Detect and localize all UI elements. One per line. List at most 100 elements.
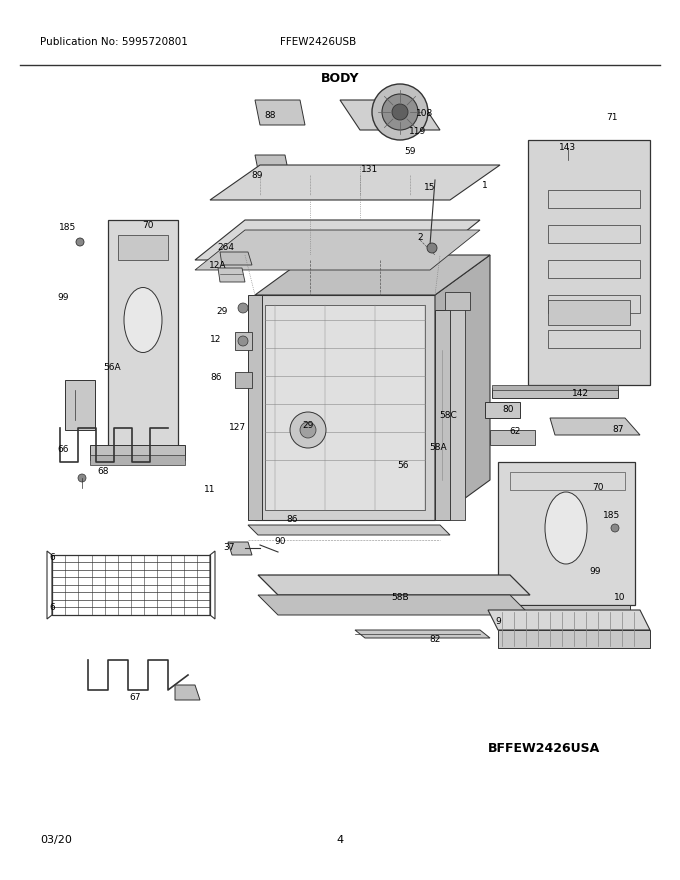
Text: 2: 2 xyxy=(418,233,423,243)
Polygon shape xyxy=(450,295,465,520)
Text: 99: 99 xyxy=(590,568,600,576)
Polygon shape xyxy=(435,310,450,520)
Text: 127: 127 xyxy=(229,422,247,431)
Polygon shape xyxy=(108,220,178,450)
Polygon shape xyxy=(488,610,650,630)
Text: BODY: BODY xyxy=(321,71,359,84)
Polygon shape xyxy=(528,140,650,385)
Text: 59: 59 xyxy=(404,148,415,157)
Circle shape xyxy=(427,243,437,253)
Text: 67: 67 xyxy=(129,693,141,702)
Text: 88: 88 xyxy=(265,111,276,120)
Text: 82: 82 xyxy=(429,635,441,644)
Polygon shape xyxy=(90,455,185,465)
Polygon shape xyxy=(435,255,490,520)
Polygon shape xyxy=(492,385,618,390)
Text: 6: 6 xyxy=(49,554,55,562)
Text: 142: 142 xyxy=(571,388,588,398)
Polygon shape xyxy=(255,155,290,180)
Polygon shape xyxy=(210,165,500,200)
Text: 86: 86 xyxy=(210,373,222,383)
Polygon shape xyxy=(235,332,252,350)
Polygon shape xyxy=(485,402,520,418)
Text: 9: 9 xyxy=(495,618,501,627)
Text: 108: 108 xyxy=(416,108,434,118)
Polygon shape xyxy=(258,595,530,615)
Text: 15: 15 xyxy=(424,184,436,193)
Polygon shape xyxy=(550,418,640,435)
Text: 56: 56 xyxy=(397,460,409,470)
Text: 62: 62 xyxy=(509,428,521,436)
Text: 58C: 58C xyxy=(439,410,457,420)
Text: 03/20: 03/20 xyxy=(40,835,72,845)
Polygon shape xyxy=(248,525,450,535)
Polygon shape xyxy=(258,575,530,595)
Text: 29: 29 xyxy=(303,421,313,429)
Polygon shape xyxy=(220,252,252,265)
Text: 58B: 58B xyxy=(391,593,409,603)
Text: 143: 143 xyxy=(560,143,577,152)
Polygon shape xyxy=(355,630,490,638)
Polygon shape xyxy=(490,430,535,445)
Polygon shape xyxy=(195,220,480,260)
Text: 29: 29 xyxy=(216,307,228,317)
Polygon shape xyxy=(548,300,630,325)
Circle shape xyxy=(238,303,248,313)
Text: 185: 185 xyxy=(59,224,77,232)
Circle shape xyxy=(611,524,619,532)
Text: FFEW2426USB: FFEW2426USB xyxy=(280,37,356,47)
Text: 4: 4 xyxy=(337,835,343,845)
Text: 264: 264 xyxy=(218,244,235,253)
Polygon shape xyxy=(255,255,490,295)
Ellipse shape xyxy=(124,288,162,353)
Text: 56A: 56A xyxy=(103,363,121,371)
Polygon shape xyxy=(195,230,480,270)
Circle shape xyxy=(76,238,84,246)
Circle shape xyxy=(382,94,418,130)
Polygon shape xyxy=(175,685,200,700)
Polygon shape xyxy=(255,100,305,125)
Polygon shape xyxy=(248,295,262,520)
Circle shape xyxy=(372,84,428,140)
Text: 131: 131 xyxy=(361,165,379,174)
Polygon shape xyxy=(265,305,425,510)
Polygon shape xyxy=(228,542,252,555)
Polygon shape xyxy=(492,388,618,398)
Text: 71: 71 xyxy=(607,114,617,122)
Text: 1: 1 xyxy=(482,180,488,189)
Text: 86: 86 xyxy=(286,516,298,524)
Polygon shape xyxy=(218,268,245,282)
Circle shape xyxy=(78,474,86,482)
Polygon shape xyxy=(65,380,95,430)
Text: 119: 119 xyxy=(409,127,426,136)
Text: 89: 89 xyxy=(251,171,262,180)
Circle shape xyxy=(392,104,408,120)
Text: 12: 12 xyxy=(210,335,222,344)
Text: 12A: 12A xyxy=(209,260,226,269)
Text: 10: 10 xyxy=(614,593,626,603)
Text: Publication No: 5995720801: Publication No: 5995720801 xyxy=(40,37,188,47)
Polygon shape xyxy=(235,372,252,388)
Text: 66: 66 xyxy=(57,445,69,454)
Text: 70: 70 xyxy=(142,221,154,230)
Polygon shape xyxy=(255,295,435,520)
Circle shape xyxy=(290,412,326,448)
Text: 80: 80 xyxy=(503,406,514,414)
Text: 58A: 58A xyxy=(429,444,447,452)
Polygon shape xyxy=(498,605,630,618)
Polygon shape xyxy=(445,292,470,310)
Circle shape xyxy=(238,336,248,346)
Text: 70: 70 xyxy=(592,483,604,493)
Text: 6: 6 xyxy=(49,604,55,612)
Ellipse shape xyxy=(545,492,587,564)
Polygon shape xyxy=(498,462,635,605)
Text: 99: 99 xyxy=(57,294,69,303)
Text: 87: 87 xyxy=(612,426,624,435)
Polygon shape xyxy=(90,445,185,460)
Circle shape xyxy=(300,422,316,438)
Text: 185: 185 xyxy=(603,510,621,519)
Text: 68: 68 xyxy=(97,467,109,476)
Text: 37: 37 xyxy=(223,544,235,553)
Polygon shape xyxy=(340,100,440,130)
Polygon shape xyxy=(498,630,650,648)
